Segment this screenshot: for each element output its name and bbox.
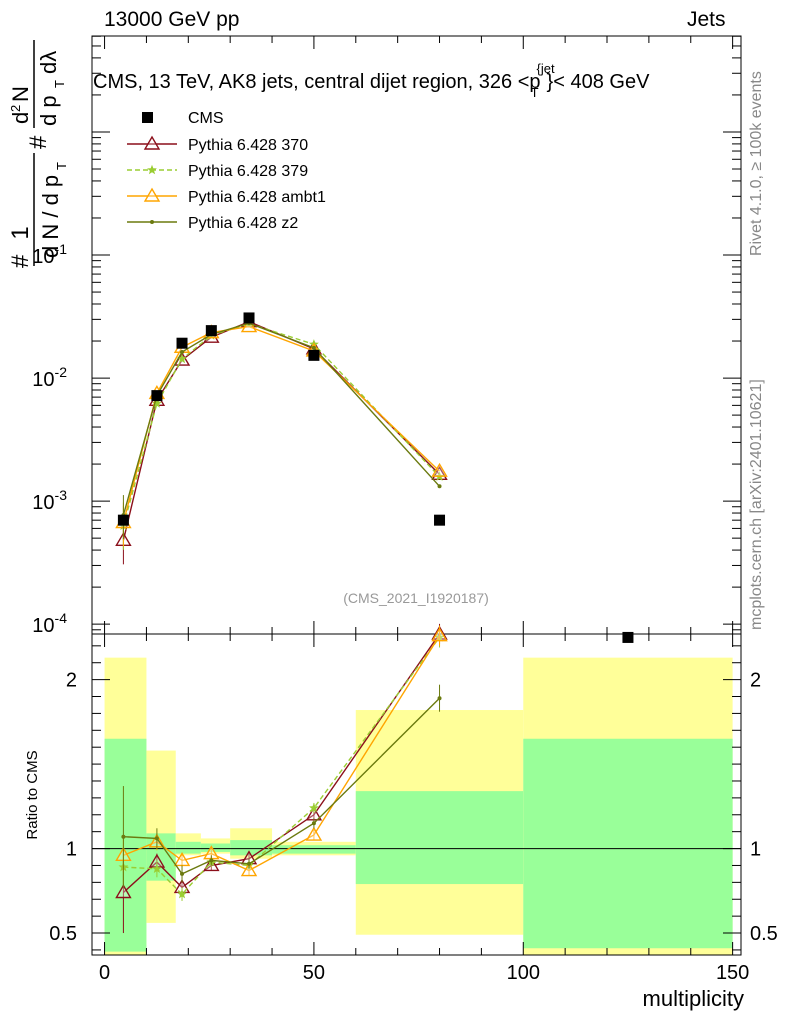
series-point-3 — [311, 345, 316, 350]
y-label-part: T — [54, 162, 69, 170]
cms-data-point — [622, 631, 634, 643]
chart-title: CMS, 13 TeV, AK8 jets, central dijet reg… — [93, 61, 650, 100]
y-label-part: dλ — [36, 51, 61, 74]
ratio-point-0 — [115, 884, 132, 899]
y-tick-label: 10-4 — [32, 610, 67, 637]
y-label-part: N — [8, 86, 33, 102]
ratio-band-green — [355, 791, 524, 885]
ratio-band-green — [272, 845, 356, 854]
legend-label-3: Pythia 6.428 z2 — [188, 215, 298, 232]
ratio-point-2 — [431, 627, 448, 642]
series-point-3 — [180, 349, 185, 354]
ratio-y-tick-label: 0.5 — [49, 923, 77, 945]
y-label-part: 1 — [7, 226, 34, 239]
ratio-band-green — [523, 738, 733, 949]
ratio-y-tick-label-right: 2 — [750, 670, 761, 692]
ratio-y-tick-label-right: 1 — [750, 839, 761, 861]
main-panel-series — [115, 312, 634, 643]
ratio-band-green — [200, 843, 231, 852]
cms-data-point — [151, 390, 163, 402]
ratio-panel-series — [115, 623, 448, 934]
header-right: Jets — [687, 8, 726, 31]
ratio-point-3 — [180, 871, 185, 876]
ratio-point-3 — [121, 834, 126, 839]
legend-label-1: Pythia 6.428 379 — [188, 163, 308, 180]
cms-data-point — [117, 514, 129, 526]
ratio-band-green — [230, 840, 273, 856]
y-label-part: d — [8, 112, 33, 124]
cms-data-point — [243, 312, 255, 324]
series-line-3 — [122, 322, 441, 516]
series-line-0 — [122, 320, 440, 541]
x-tick-label: 150 — [716, 962, 749, 984]
x-tick-label: 0 — [99, 962, 110, 984]
ratio-point-3 — [437, 696, 442, 701]
x-tick-label: 100 — [507, 962, 540, 984]
axis-labels: CMS, 13 TeV, AK8 jets, central dijet reg… — [7, 40, 744, 1011]
legend-marker-3 — [150, 220, 154, 224]
ratio-point-1 — [309, 802, 319, 813]
cms-data-point — [308, 349, 320, 361]
x-tick-label: 50 — [303, 962, 325, 984]
y-label-part: T — [52, 80, 67, 88]
legend-label-cms: CMS — [188, 110, 224, 127]
legend-label-0: Pythia 6.428 370 — [188, 137, 308, 154]
y-label-part: 2 — [8, 105, 23, 112]
ratio-band-green — [175, 841, 201, 854]
y-tick-label: 10-2 — [32, 364, 67, 391]
series-point-2 — [431, 462, 448, 477]
cms-data-point — [205, 325, 217, 337]
ratio-point-2 — [240, 862, 258, 877]
ratio-y-tick-label-right: 0.5 — [750, 923, 778, 945]
legend: CMS Pythia 6.428 370 Pythia 6.428 379 Pythi… — [127, 110, 326, 232]
ratio-band-green — [104, 738, 147, 952]
series-point-1 — [177, 353, 187, 364]
ratio-point-1 — [152, 863, 162, 873]
series-point-1 — [152, 398, 162, 408]
legend-marker-1 — [147, 164, 157, 175]
y-tick-label: 10-3 — [32, 487, 67, 514]
y-label-part: d N / d p — [38, 175, 63, 258]
y-label-part: d p — [36, 95, 61, 126]
ratio-point-2 — [173, 851, 191, 867]
cms-data-point — [434, 514, 446, 526]
ratio-uncertainty-bands — [104, 657, 733, 955]
ratio-point-2 — [305, 826, 323, 841]
ratio-point-3 — [154, 836, 159, 841]
ratio-y-tick-label: 1 — [66, 839, 77, 861]
series-point-2 — [240, 318, 258, 333]
series-point-3 — [437, 484, 442, 489]
analysis-id: (CMS_2021_I1920187) — [343, 590, 489, 606]
series-line-1 — [122, 322, 441, 526]
header-left: 13000 GeV pp — [104, 8, 240, 31]
ratio-y-tick-label: 2 — [66, 670, 77, 692]
y-label-part: # — [25, 135, 52, 149]
main-y-axis-label: #1 d N / d p T # d2 Nd p Tdλ — [7, 40, 69, 268]
legend-marker-cms — [142, 112, 153, 123]
ratio-point-3 — [311, 821, 316, 826]
series-line-2 — [122, 325, 440, 523]
ratio-band-green — [146, 833, 176, 881]
ratio-point-3 — [247, 861, 252, 866]
cms-data-point — [176, 337, 188, 349]
x-axis-label: multiplicity — [643, 986, 744, 1011]
legend-marker-0 — [143, 135, 161, 150]
legend-label-2: Pythia 6.428 ambt1 — [188, 189, 326, 206]
ratio-y-axis-label: Ratio to CMS — [24, 750, 41, 839]
y-label-part: # — [7, 254, 34, 268]
legend-marker-2 — [143, 187, 161, 202]
y-tick-label: 10-1 — [32, 241, 67, 268]
ratio-point-1 — [177, 889, 187, 899]
ratio-point-3 — [209, 858, 214, 863]
ratio-axes-box — [91, 633, 742, 956]
